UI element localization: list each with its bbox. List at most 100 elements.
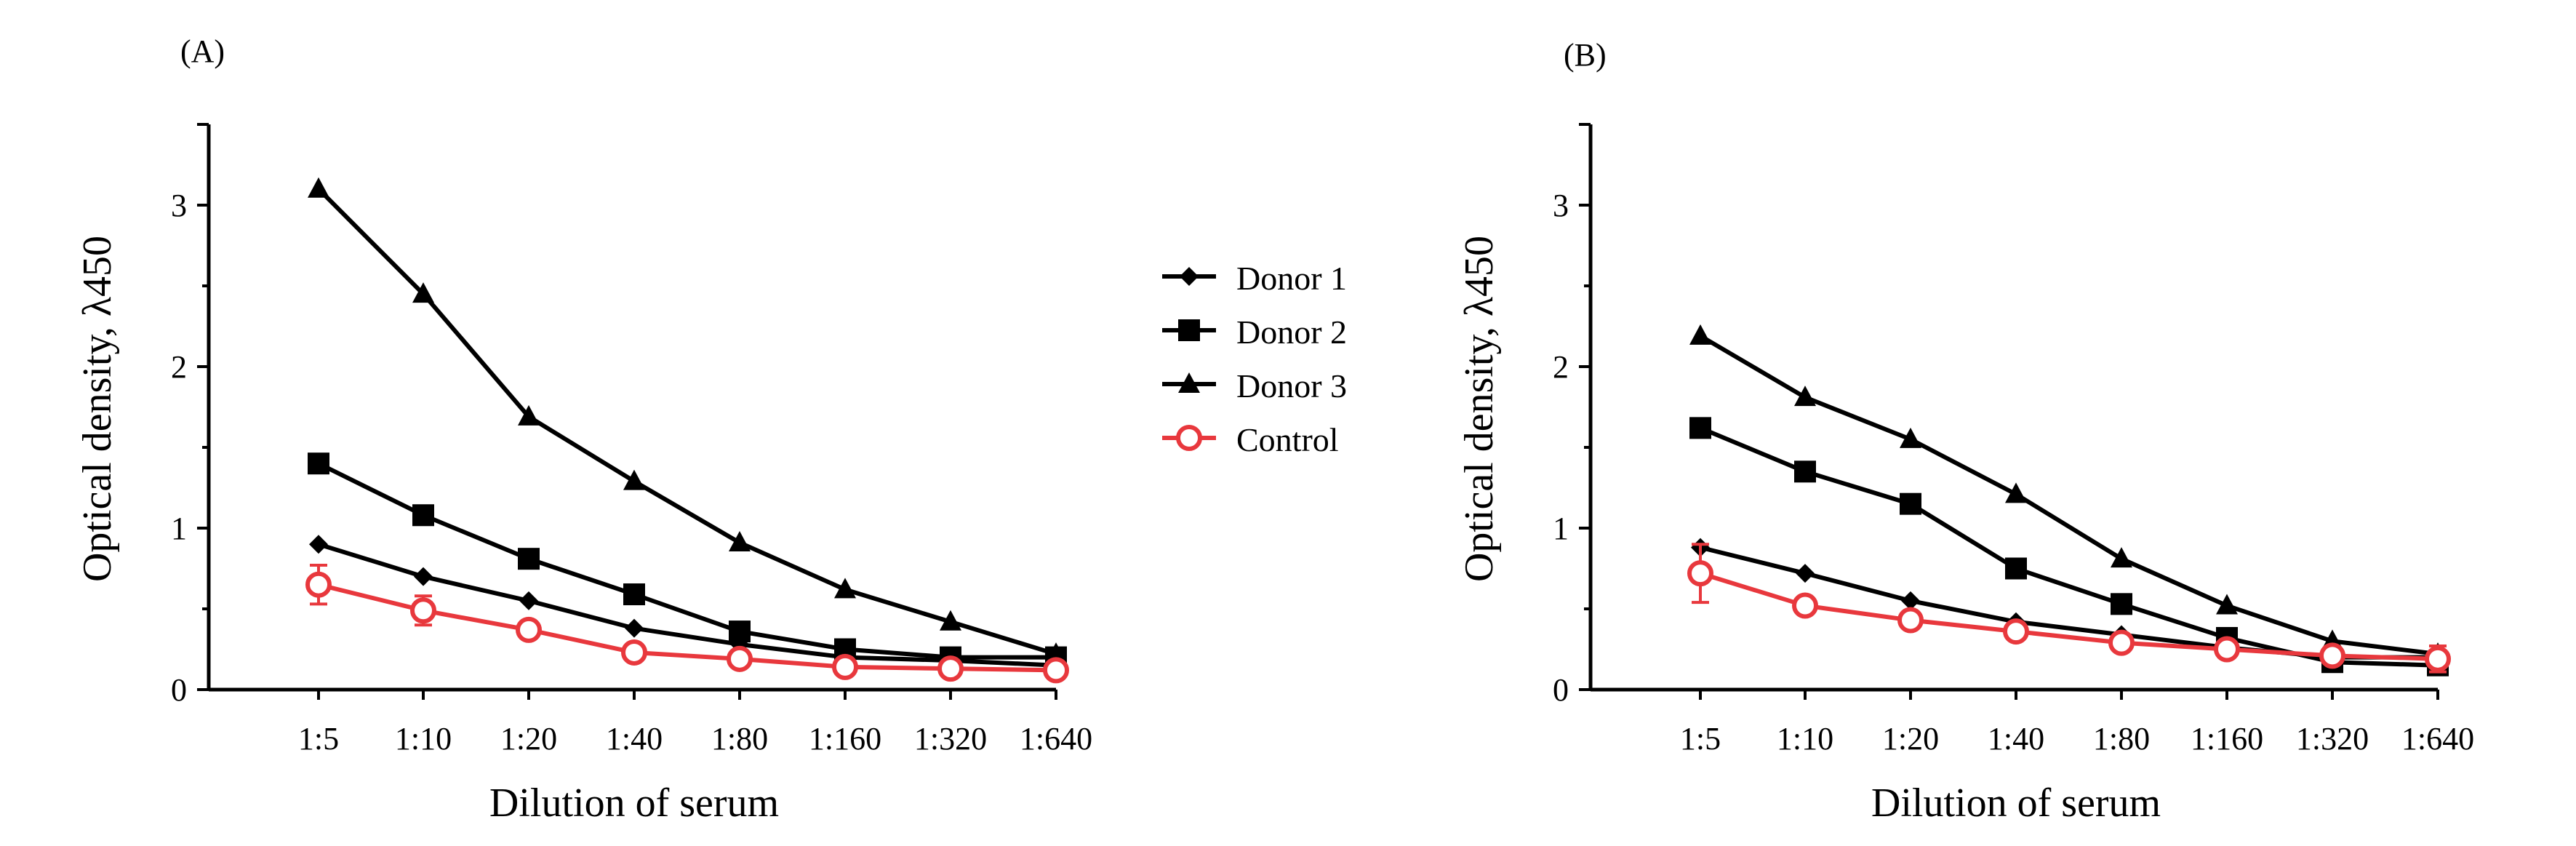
x-tick-label-b-1-80: 1:80	[2093, 721, 2150, 757]
x-tick-label-b-1-10: 1:10	[1777, 721, 1833, 757]
data-point-donor-3-a	[940, 610, 961, 631]
data-point-control-a	[832, 653, 858, 680]
x-tick-label-b-1-160: 1:160	[2191, 721, 2263, 757]
data-point-donor-1-a	[414, 567, 433, 586]
x-tick-label-a-1-320: 1:320	[914, 721, 987, 757]
data-point-donor-3-b	[1900, 427, 1921, 448]
legend: Donor 1 Donor 2 Donor 3 Control	[1162, 260, 1347, 458]
x-axis-title-a: Dilution of serum	[489, 781, 779, 826]
y-tick-label-b-3: 3	[1553, 188, 1569, 223]
data-point-donor-3-a	[834, 578, 856, 599]
data-point-donor-1-a	[625, 618, 644, 638]
data-point-donor-2-a	[308, 452, 329, 475]
y-tick-label-a-2: 2	[171, 349, 187, 385]
panel-label-b: (B)	[1564, 37, 1607, 73]
x-axis-title-b: Dilution of serum	[1871, 781, 2161, 826]
y-tick-label-a-3: 3	[171, 188, 187, 223]
x-tick-label-a-1-80: 1:80	[711, 721, 768, 757]
legend-marker-donor-1	[1180, 267, 1199, 286]
series-line-donor-3-a	[316, 187, 1057, 657]
data-point-control-a	[727, 645, 753, 672]
panel-a: (A) 0 1 2 3 1:5 1:10 1:20 1:40 1:80 1:160 1:320 1:6…	[75, 33, 1092, 826]
y-tick-label-b-2: 2	[1553, 349, 1569, 385]
plot-area-a: 0 1 2 3 1:5 1:10 1:20 1:40 1:80 1:160 1:320 1:640	[171, 123, 1092, 757]
legend-marker-donor-2	[1178, 319, 1200, 341]
data-point-donor-1-b	[1901, 591, 1920, 610]
x-tick-label-b-1-5: 1:5	[1680, 721, 1721, 757]
data-point-control-b	[2003, 618, 2029, 645]
data-point-donor-1-a	[519, 591, 538, 610]
panel-b: (B) 0 1 2 3 1:5 1:10 1:20 1:40 1:80 1:160 1:320 1:6…	[1457, 37, 2474, 826]
data-point-control-b	[2214, 636, 2240, 663]
y-tick-label-b-0: 0	[1553, 672, 1569, 708]
series-line-donor-2-b	[1699, 426, 2439, 668]
data-point-control-b	[1687, 560, 1713, 587]
x-tick-label-a-1-40: 1:40	[606, 721, 663, 757]
data-point-control-b	[2425, 645, 2451, 672]
legend-item-donor-2: Donor 2	[1162, 314, 1347, 351]
legend-item-donor-1: Donor 1	[1162, 260, 1347, 297]
data-point-control-a	[621, 639, 647, 666]
triangle-marker-icon	[1162, 372, 1216, 393]
data-point-donor-3-b	[2216, 594, 2238, 615]
legend-label-donor-3: Donor 3	[1236, 367, 1347, 404]
y-tick-label-b-1: 1	[1553, 511, 1569, 546]
data-point-donor-3-a	[1045, 642, 1067, 663]
panel-label-a: (A)	[180, 33, 225, 69]
diamond-marker-icon	[1162, 267, 1216, 286]
series-line-control-a	[318, 582, 1057, 673]
series-line-control-b	[1700, 571, 2439, 661]
data-point-donor-3-a	[518, 404, 540, 426]
y-tick-label-a-0: 0	[171, 672, 187, 708]
series-line-donor-3-b	[1699, 334, 2439, 657]
y-axis-title-a: Optical density, λ450	[75, 236, 120, 582]
data-point-donor-3-b	[1689, 324, 1711, 345]
data-point-donor-2-a	[518, 548, 540, 570]
data-point-control-b	[2319, 642, 2345, 669]
data-point-donor-2-b	[1689, 417, 1711, 439]
data-point-donor-2-b	[1794, 460, 1816, 483]
data-point-donor-2-b	[2005, 557, 2027, 580]
legend-marker-control	[1176, 425, 1202, 451]
data-point-donor-3-b	[1794, 386, 1816, 407]
data-point-donor-1-a	[309, 535, 328, 554]
legend-label-donor-1: Donor 1	[1236, 260, 1347, 297]
x-tick-label-b-1-320: 1:320	[2296, 721, 2369, 757]
series-control-b	[1687, 543, 2451, 674]
data-point-donor-2-a	[729, 620, 751, 643]
data-point-control-a	[516, 616, 542, 643]
y-tick-label-a-1: 1	[171, 511, 187, 546]
legend-item-donor-3: Donor 3	[1162, 367, 1347, 404]
data-point-donor-1-b	[1796, 564, 1815, 583]
data-point-donor-2-b	[2111, 593, 2132, 615]
x-tick-label-a-1-5: 1:5	[298, 721, 339, 757]
data-point-control-b	[1792, 592, 1818, 619]
x-tick-label-a-1-640: 1:640	[1020, 721, 1092, 757]
data-point-donor-3-b	[2111, 547, 2132, 568]
square-marker-icon	[1162, 319, 1216, 341]
data-point-control-a	[305, 571, 332, 598]
data-point-donor-3-a	[623, 469, 645, 490]
x-tick-label-b-1-40: 1:40	[1988, 721, 2044, 757]
series-donor-3-a	[308, 177, 1067, 663]
series-donor-2-a	[308, 452, 1067, 669]
series-line-donor-2-a	[317, 461, 1056, 660]
x-tick-label-a-1-10: 1:10	[395, 721, 452, 757]
data-point-control-b	[2108, 629, 2135, 656]
series-control-a	[305, 564, 1069, 684]
x-tick-label-a-1-20: 1:20	[500, 721, 557, 757]
x-tick-label-a-1-160: 1:160	[809, 721, 881, 757]
plot-area-b: 0 1 2 3 1:5 1:10 1:20 1:40 1:80 1:160 1:320 1:640	[1553, 123, 2474, 757]
data-point-donor-3-b	[2005, 482, 2027, 503]
data-point-donor-2-a	[412, 504, 434, 527]
series-line-donor-1-a	[318, 542, 1057, 668]
open-circle-marker-icon	[1162, 425, 1216, 451]
data-point-control-a	[1043, 657, 1069, 684]
data-point-control-b	[1897, 607, 1924, 634]
legend-label-donor-2: Donor 2	[1236, 314, 1347, 351]
legend-label-control: Control	[1236, 421, 1339, 458]
y-axis-title-b: Optical density, λ450	[1457, 236, 1502, 582]
data-point-control-a	[937, 655, 964, 682]
x-tick-label-b-1-640: 1:640	[2401, 721, 2474, 757]
